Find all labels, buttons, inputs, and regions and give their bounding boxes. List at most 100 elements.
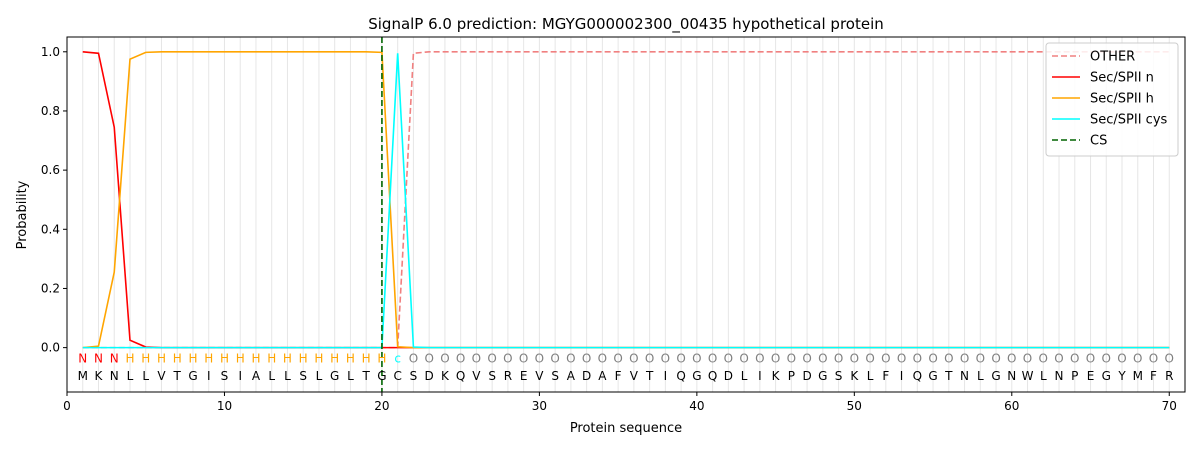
residue-letter: R <box>504 369 512 383</box>
residue-letter: S <box>551 369 559 383</box>
legend-label: Sec/SPII n <box>1090 71 1154 86</box>
predicted-label: O <box>771 351 780 365</box>
predicted-label: O <box>503 351 512 365</box>
residue-letter: G <box>1102 369 1111 383</box>
predicted-label: O <box>582 351 591 365</box>
predicted-label: O <box>692 351 701 365</box>
residue-letter: G <box>928 369 937 383</box>
predicted-label: H <box>346 351 355 365</box>
predicted-label: N <box>78 351 87 365</box>
predicted-label: O <box>1149 351 1158 365</box>
predicted-label: O <box>424 351 433 365</box>
y-tick-label: 1.0 <box>41 45 60 59</box>
residue-letter: L <box>284 369 291 383</box>
residue-letter: V <box>535 369 544 383</box>
legend-box <box>1045 42 1179 157</box>
residue-letter: I <box>238 369 242 383</box>
residue-letter: S <box>410 369 418 383</box>
residue-letter: L <box>268 369 275 383</box>
predicted-label: O <box>598 351 607 365</box>
x-axis-label: Protein sequence <box>570 421 682 436</box>
predicted-label: O <box>865 351 874 365</box>
residue-letter: E <box>520 369 528 383</box>
predicted-label: O <box>487 351 496 365</box>
residue-letter: N <box>960 369 969 383</box>
y-tick-label: 0.2 <box>41 281 60 295</box>
x-tick-label: 50 <box>847 399 862 413</box>
predicted-label: H <box>299 351 308 365</box>
residue-letter: W <box>1022 369 1034 383</box>
legend-label: OTHER <box>1090 50 1135 65</box>
residue-letter: L <box>867 369 874 383</box>
residue-letter: P <box>1071 369 1078 383</box>
residue-letter: N <box>1055 369 1064 383</box>
residue-letter: V <box>472 369 481 383</box>
predicted-label: H <box>188 351 197 365</box>
residue-letter: F <box>1150 369 1157 383</box>
predicted-label: O <box>550 351 559 365</box>
chart-title: SignalP 6.0 prediction: MGYG000002300_00… <box>368 15 884 34</box>
x-tick-label: 10 <box>217 399 232 413</box>
predicted-label: O <box>850 351 859 365</box>
predicted-label: H <box>157 351 166 365</box>
residue-letter: I <box>664 369 668 383</box>
residue-letter: K <box>95 369 104 383</box>
x-tick-label: 20 <box>374 399 389 413</box>
predicted-label: O <box>1165 351 1174 365</box>
y-tick-label: 0.6 <box>41 163 60 177</box>
series-lines <box>82 37 1170 392</box>
residue-letter: M <box>78 369 88 383</box>
x-tick-label: 40 <box>689 399 704 413</box>
predicted-label: O <box>1054 351 1063 365</box>
predicted-label: H <box>220 351 229 365</box>
legend: OTHER Sec/SPII n Sec/SPII h Sec/SPII cys CS <box>1045 42 1179 157</box>
x-tick-label: 30 <box>532 399 547 413</box>
residue-letter: N <box>1007 369 1016 383</box>
residue-letter: D <box>802 369 811 383</box>
residue-letter: G <box>188 369 197 383</box>
residue-letter: G <box>991 369 1000 383</box>
predicted-label: O <box>519 351 528 365</box>
predicted-label: O <box>661 351 670 365</box>
y-tick-label: 0.8 <box>41 104 60 118</box>
residue-letter: G <box>377 369 386 383</box>
predicted-label: O <box>802 351 811 365</box>
predicted-label: O <box>708 351 717 365</box>
residue-letter: K <box>850 369 859 383</box>
axes: 0 10 20 30 40 50 60 70 0.0 0.2 0.4 0.6 0.8 1.0 <box>41 45 1177 413</box>
residue-letter: Q <box>913 369 922 383</box>
predicted-label: H <box>362 351 371 365</box>
residue-letter: I <box>758 369 762 383</box>
residue-letter: G <box>692 369 701 383</box>
predicted-label: O <box>1102 351 1111 365</box>
predicted-label: O <box>629 351 638 365</box>
predicted-label: O <box>1007 351 1016 365</box>
predicted-label: H <box>141 351 150 365</box>
predicted-label: c <box>394 351 401 365</box>
residue-letter: I <box>207 369 211 383</box>
residue-letter: K <box>772 369 781 383</box>
residue-letter: A <box>598 369 607 383</box>
predicted-label: H <box>125 351 134 365</box>
residue-letter: N <box>110 369 119 383</box>
residue-letter: G <box>330 369 339 383</box>
residue-letter: A <box>567 369 576 383</box>
predicted-label: O <box>440 351 449 365</box>
predicted-label: O <box>724 351 733 365</box>
predicted-label: H <box>330 351 339 365</box>
predicted-label: O <box>834 351 843 365</box>
predicted-label: O <box>676 351 685 365</box>
residue-letter: V <box>630 369 639 383</box>
predicted-label: O <box>976 351 985 365</box>
predicted-label: O <box>991 351 1000 365</box>
x-tick-label: 0 <box>63 399 71 413</box>
plot-frame <box>66 36 1186 393</box>
predicted-label: O <box>739 351 748 365</box>
residue-letter: L <box>977 369 984 383</box>
x-tick-label: 60 <box>1004 399 1019 413</box>
residue-letter: T <box>173 369 182 383</box>
predicted-label: O <box>409 351 418 365</box>
series-line <box>82 53 1170 349</box>
residue-letter: L <box>142 369 149 383</box>
